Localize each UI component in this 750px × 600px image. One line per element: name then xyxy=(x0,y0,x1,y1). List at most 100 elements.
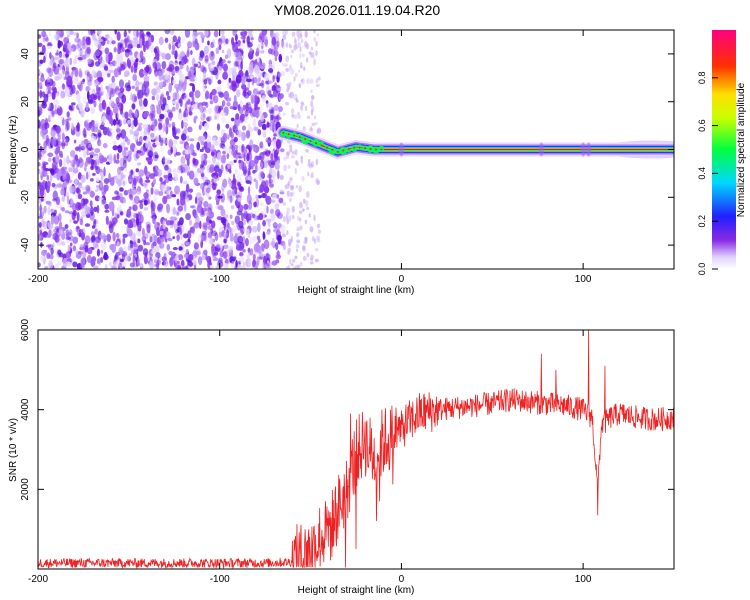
noise-blob xyxy=(290,91,294,99)
noise-blob xyxy=(54,225,60,230)
noise-blob xyxy=(314,115,317,120)
noise-blob xyxy=(246,103,252,110)
noise-blob xyxy=(102,157,108,163)
noise-blob xyxy=(117,46,121,55)
noise-blob xyxy=(228,169,232,174)
noise-blob xyxy=(294,72,298,78)
noise-blob xyxy=(234,215,241,225)
noise-blob xyxy=(230,260,236,269)
noise-blob xyxy=(279,191,285,195)
noise-blob xyxy=(120,64,126,71)
noise-blob xyxy=(55,52,59,56)
noise-blob xyxy=(169,219,174,226)
noise-blob xyxy=(189,138,195,142)
noise-blob xyxy=(139,202,144,210)
noise-blob xyxy=(126,208,132,218)
noise-blob xyxy=(46,174,50,181)
noise-blob xyxy=(131,187,138,195)
noise-blob xyxy=(272,74,275,83)
noise-blob xyxy=(179,62,184,70)
noise-blob xyxy=(309,52,313,56)
noise-blob xyxy=(310,100,314,108)
snr-xlabel: Height of straight line (km) xyxy=(298,585,415,596)
noise-blob xyxy=(242,248,246,253)
noise-blob xyxy=(181,266,187,269)
noise-blob xyxy=(285,266,290,269)
noise-blob xyxy=(153,81,158,86)
noise-blob xyxy=(268,102,273,111)
snr-panel: -200 -100 0 100 2000 4000 6000 Height of stra… xyxy=(8,318,675,596)
noise-blob xyxy=(77,56,84,61)
noise-blob xyxy=(288,197,292,203)
noise-blob xyxy=(180,259,185,267)
noise-blob xyxy=(132,259,135,268)
noise-blob xyxy=(217,91,223,95)
noise-blob xyxy=(277,169,280,180)
noise-blob xyxy=(200,111,203,118)
noise-blob xyxy=(133,68,137,74)
noise-blob xyxy=(65,57,71,66)
noise-blob xyxy=(313,214,316,222)
noise-blob xyxy=(120,129,127,139)
noise-blob xyxy=(311,95,315,99)
noise-blob xyxy=(107,114,113,123)
noise-blob xyxy=(90,206,94,216)
noise-blob xyxy=(220,30,226,36)
noise-blob xyxy=(241,146,248,156)
noise-blob xyxy=(56,30,62,36)
noise-blob xyxy=(60,153,64,158)
noise-blob xyxy=(227,176,231,184)
noise-blob xyxy=(168,42,172,51)
noise-blob xyxy=(209,64,215,72)
noise-blob xyxy=(315,50,318,57)
ridge-core xyxy=(293,134,296,137)
noise-blob xyxy=(251,226,258,233)
noise-blob xyxy=(160,147,164,152)
noise-blob xyxy=(315,78,319,84)
spectrogram-xlabel: Height of straight line (km) xyxy=(298,285,415,296)
noise-blob xyxy=(252,210,257,215)
noise-blob xyxy=(158,71,164,81)
noise-blob xyxy=(149,236,153,243)
noise-blob xyxy=(261,243,265,252)
noise-blob xyxy=(256,80,260,85)
noise-blob xyxy=(98,38,103,43)
noise-blob xyxy=(188,188,194,193)
noise-blob xyxy=(310,172,315,176)
noise-blob xyxy=(55,125,61,134)
noise-blob xyxy=(89,178,94,182)
noise-blob xyxy=(200,210,205,215)
noise-blob xyxy=(70,150,76,158)
noise-blob xyxy=(230,117,235,122)
noise-blob xyxy=(156,169,163,177)
noise-blob xyxy=(269,167,273,176)
noise-blob xyxy=(286,190,290,198)
noise-blob xyxy=(219,111,226,117)
noise-blob xyxy=(240,31,243,36)
noise-blob xyxy=(208,196,212,200)
noise-blob xyxy=(111,243,117,253)
noise-blob xyxy=(299,201,303,209)
noise-blob xyxy=(87,30,92,36)
noise-blob xyxy=(61,140,66,150)
noise-blob xyxy=(104,47,110,55)
noise-blob xyxy=(131,85,136,90)
noise-blob xyxy=(177,205,184,212)
noise-blob xyxy=(49,52,52,60)
noise-blob xyxy=(298,69,301,73)
noise-blob xyxy=(82,249,87,259)
noise-blob xyxy=(108,69,114,74)
noise-blob xyxy=(297,34,300,42)
noise-blob xyxy=(67,204,71,208)
noise-blob xyxy=(176,128,181,134)
noise-blob xyxy=(61,206,65,212)
spectrogram-ytick-label: 20 xyxy=(20,96,31,108)
noise-blob xyxy=(119,211,124,216)
noise-blob xyxy=(62,257,68,268)
noise-blob xyxy=(125,87,131,92)
noise-blob xyxy=(133,212,137,219)
noise-blob xyxy=(222,251,228,260)
noise-blob xyxy=(243,266,247,269)
noise-blob xyxy=(249,145,253,152)
noise-blob xyxy=(184,78,187,86)
